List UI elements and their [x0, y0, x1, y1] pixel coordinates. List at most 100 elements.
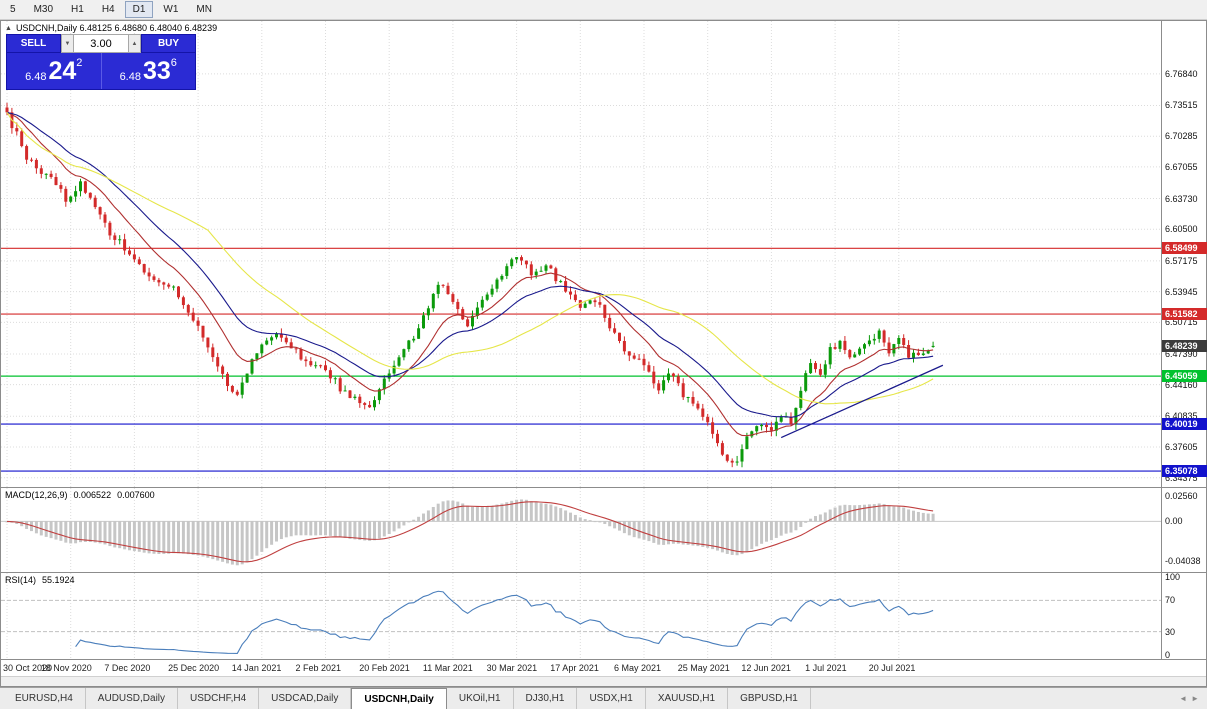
buy-button[interactable]: BUY: [141, 34, 196, 53]
price-axis-label: 6.47390: [1165, 348, 1198, 359]
macd-axis-label: 0.02560: [1165, 491, 1198, 502]
chart-tab-dj30-h1[interactable]: DJ30,H1: [513, 688, 578, 709]
candles: [5, 102, 935, 468]
time-axis[interactable]: 30 Oct 2020 18 Nov 2020 7 Dec 2020 25 Dec 2…: [1, 659, 1206, 676]
period-button-w1[interactable]: W1: [155, 1, 187, 18]
chart-tab-xauusd-h1[interactable]: XAUUSD,H1: [645, 688, 729, 709]
candlestick-canvas[interactable]: [1, 21, 1161, 487]
price-axis-label: 6.37605: [1165, 442, 1198, 452]
rsi-plot[interactable]: RSI(14) 55.1924: [1, 573, 1161, 659]
rsi-canvas[interactable]: [1, 573, 1161, 659]
chart-title: ▲ USDCNH,Daily 6.48125 6.48680 6.48040 6…: [5, 23, 217, 33]
horizontal-level-lines: [1, 247, 1161, 472]
period-button-m30[interactable]: M30: [25, 1, 62, 18]
moving-average-ema24: [6, 111, 934, 418]
price-axis[interactable]: 6.76840 6.73515 6.70285 6.67055 6.63730 6.605…: [1161, 21, 1207, 487]
date-axis-label: 30 Mar 2021: [486, 663, 538, 673]
chart-tab-usdchf-h4[interactable]: USDCHF,H4: [178, 688, 260, 709]
rsi-axis-label: 30: [1165, 626, 1176, 637]
rsi-value: 55.1924: [42, 575, 75, 585]
macd-canvas[interactable]: [1, 488, 1161, 572]
price-axis-label: 6.53945: [1165, 286, 1198, 297]
period-button-h1[interactable]: H1: [63, 1, 92, 18]
trade-panel-prices: 6.48 24 2 6.48 33 6: [6, 53, 196, 90]
rsi-axis-label: 70: [1165, 595, 1176, 606]
buy-price-point: 6: [170, 57, 177, 69]
chart-title-text: USDCNH,Daily 6.48125 6.48680 6.48040 6.4…: [15, 23, 218, 33]
period-button-mn[interactable]: MN: [188, 1, 220, 18]
date-axis-label: 11 Mar 2021: [422, 663, 473, 673]
price-axis-label: 6.60500: [1165, 224, 1198, 235]
price-axis-label: 6.34375: [1165, 472, 1198, 483]
chart-tabs: EURUSD,H4 AUDUSD,Daily USDCHF,H4 USDCAD,Dai…: [3, 688, 811, 709]
date-axis-label: 7 Dec 2020: [104, 663, 151, 673]
buy-price-base: 6.48: [119, 71, 141, 83]
chart-tab-eurusd-h4[interactable]: EURUSD,H4: [3, 688, 86, 709]
rsi-axis[interactable]: 100 70 30 0: [1161, 572, 1206, 660]
buy-price[interactable]: 6.48 33 6: [102, 53, 196, 89]
chart-tabs-bar: EURUSD,H4 AUDUSD,Daily USDCHF,H4 USDCAD,Dai…: [0, 687, 1207, 709]
collapse-triangle-icon[interactable]: ▲: [5, 24, 12, 32]
sell-price-pips: 24: [48, 56, 77, 85]
price-axis-label: 6.67055: [1165, 161, 1198, 172]
chart-tab-usdcad-daily[interactable]: USDCAD,Daily: [259, 688, 352, 709]
macd-axis-label: -0.04038: [1165, 556, 1201, 567]
price-tag-level: 6.58499: [1162, 242, 1207, 255]
moving-average-ema12: [6, 111, 934, 437]
price-tag-level: 6.35078: [1162, 465, 1207, 478]
sell-button[interactable]: SELL: [6, 34, 61, 53]
date-axis-label: 30 Oct 2020: [3, 663, 53, 673]
buy-price-pips: 33: [142, 56, 171, 85]
tab-scroll-left-icon[interactable]: ◄: [1179, 694, 1188, 703]
date-axis-label: 6 May 2021: [614, 663, 662, 673]
chart-tab-gbpusd-h1[interactable]: GBPUSD,H1: [728, 688, 811, 709]
tab-scroll-arrows: ◄ ►: [1171, 688, 1207, 709]
macd-axis-label: 0.00: [1165, 516, 1183, 527]
macd-axis[interactable]: 0.02560 0.00 -0.04038: [1161, 488, 1206, 572]
sell-price-base: 6.48: [25, 71, 47, 83]
volume-input[interactable]: [74, 34, 128, 53]
period-button-d1[interactable]: D1: [124, 1, 154, 18]
price-tag-current: 6.48239: [1162, 339, 1207, 352]
price-axis-label: 6.50715: [1165, 317, 1198, 328]
sell-price[interactable]: 6.48 24 2: [7, 53, 102, 89]
macd-name: MACD(12,26,9): [5, 490, 68, 500]
macd-value-signal: 0.007600: [117, 490, 155, 500]
panel-separator[interactable]: [1, 572, 1206, 573]
chart-tab-ukoil-h1[interactable]: UKOil,H1: [446, 688, 514, 709]
price-tag-level: 6.45059: [1162, 370, 1207, 383]
volume-decrease-button[interactable]: ▼: [61, 34, 74, 53]
macd-histogram: [5, 499, 935, 566]
date-axis-label: 25 Dec 2020: [168, 663, 220, 673]
rsi-axis-label: 100: [1165, 572, 1181, 582]
price-chart-plot[interactable]: ▲ USDCNH,Daily 6.48125 6.48680 6.48040 6…: [1, 21, 1161, 487]
chart-tab-usdx-h1[interactable]: USDX,H1: [577, 688, 646, 709]
date-axis-label: 14 Jan 2021: [231, 663, 282, 673]
rsi-label: RSI(14) 55.1924: [5, 575, 75, 585]
trade-panel-controls: SELL ▼ ▲ BUY: [6, 34, 196, 53]
price-axis-label: 6.44160: [1165, 379, 1198, 390]
date-axis-label: 25 May 2021: [677, 663, 730, 673]
tab-scroll-right-icon[interactable]: ►: [1191, 694, 1199, 703]
rsi-panel: RSI(14) 55.1924 100 70 30 0: [1, 572, 1206, 660]
period-button-5[interactable]: 5: [2, 1, 24, 18]
price-tag-level: 6.40019: [1162, 418, 1207, 431]
date-axis-label: 12 Jun 2021: [741, 663, 791, 673]
macd-panel: MACD(12,26,9) 0.006522 0.007600 0.02560 0…: [1, 488, 1206, 572]
chart-tab-usdcnh-daily[interactable]: USDCNH,Daily: [351, 688, 447, 709]
price-axis-label: 6.40835: [1165, 411, 1198, 422]
volume-increase-button[interactable]: ▲: [128, 34, 141, 53]
macd-label: MACD(12,26,9) 0.006522 0.007600: [5, 490, 155, 500]
date-axis-label: 1 Jul 2021: [805, 663, 847, 673]
date-axis-label: 20 Feb 2021: [359, 663, 410, 673]
horizontal-scroll-area[interactable]: [1, 676, 1206, 686]
rsi-axis-label: 0: [1165, 650, 1171, 660]
panel-separator[interactable]: [1, 487, 1206, 488]
rsi-name: RSI(14): [5, 575, 37, 585]
macd-plot[interactable]: MACD(12,26,9) 0.006522 0.007600: [1, 488, 1161, 572]
price-axis-label: 6.57175: [1165, 255, 1198, 266]
vertical-grid: [6, 21, 900, 487]
chart-tab-audusd-daily[interactable]: AUDUSD,Daily: [85, 688, 179, 709]
period-button-h4[interactable]: H4: [93, 1, 123, 18]
price-tag-level: 6.51582: [1162, 308, 1207, 321]
